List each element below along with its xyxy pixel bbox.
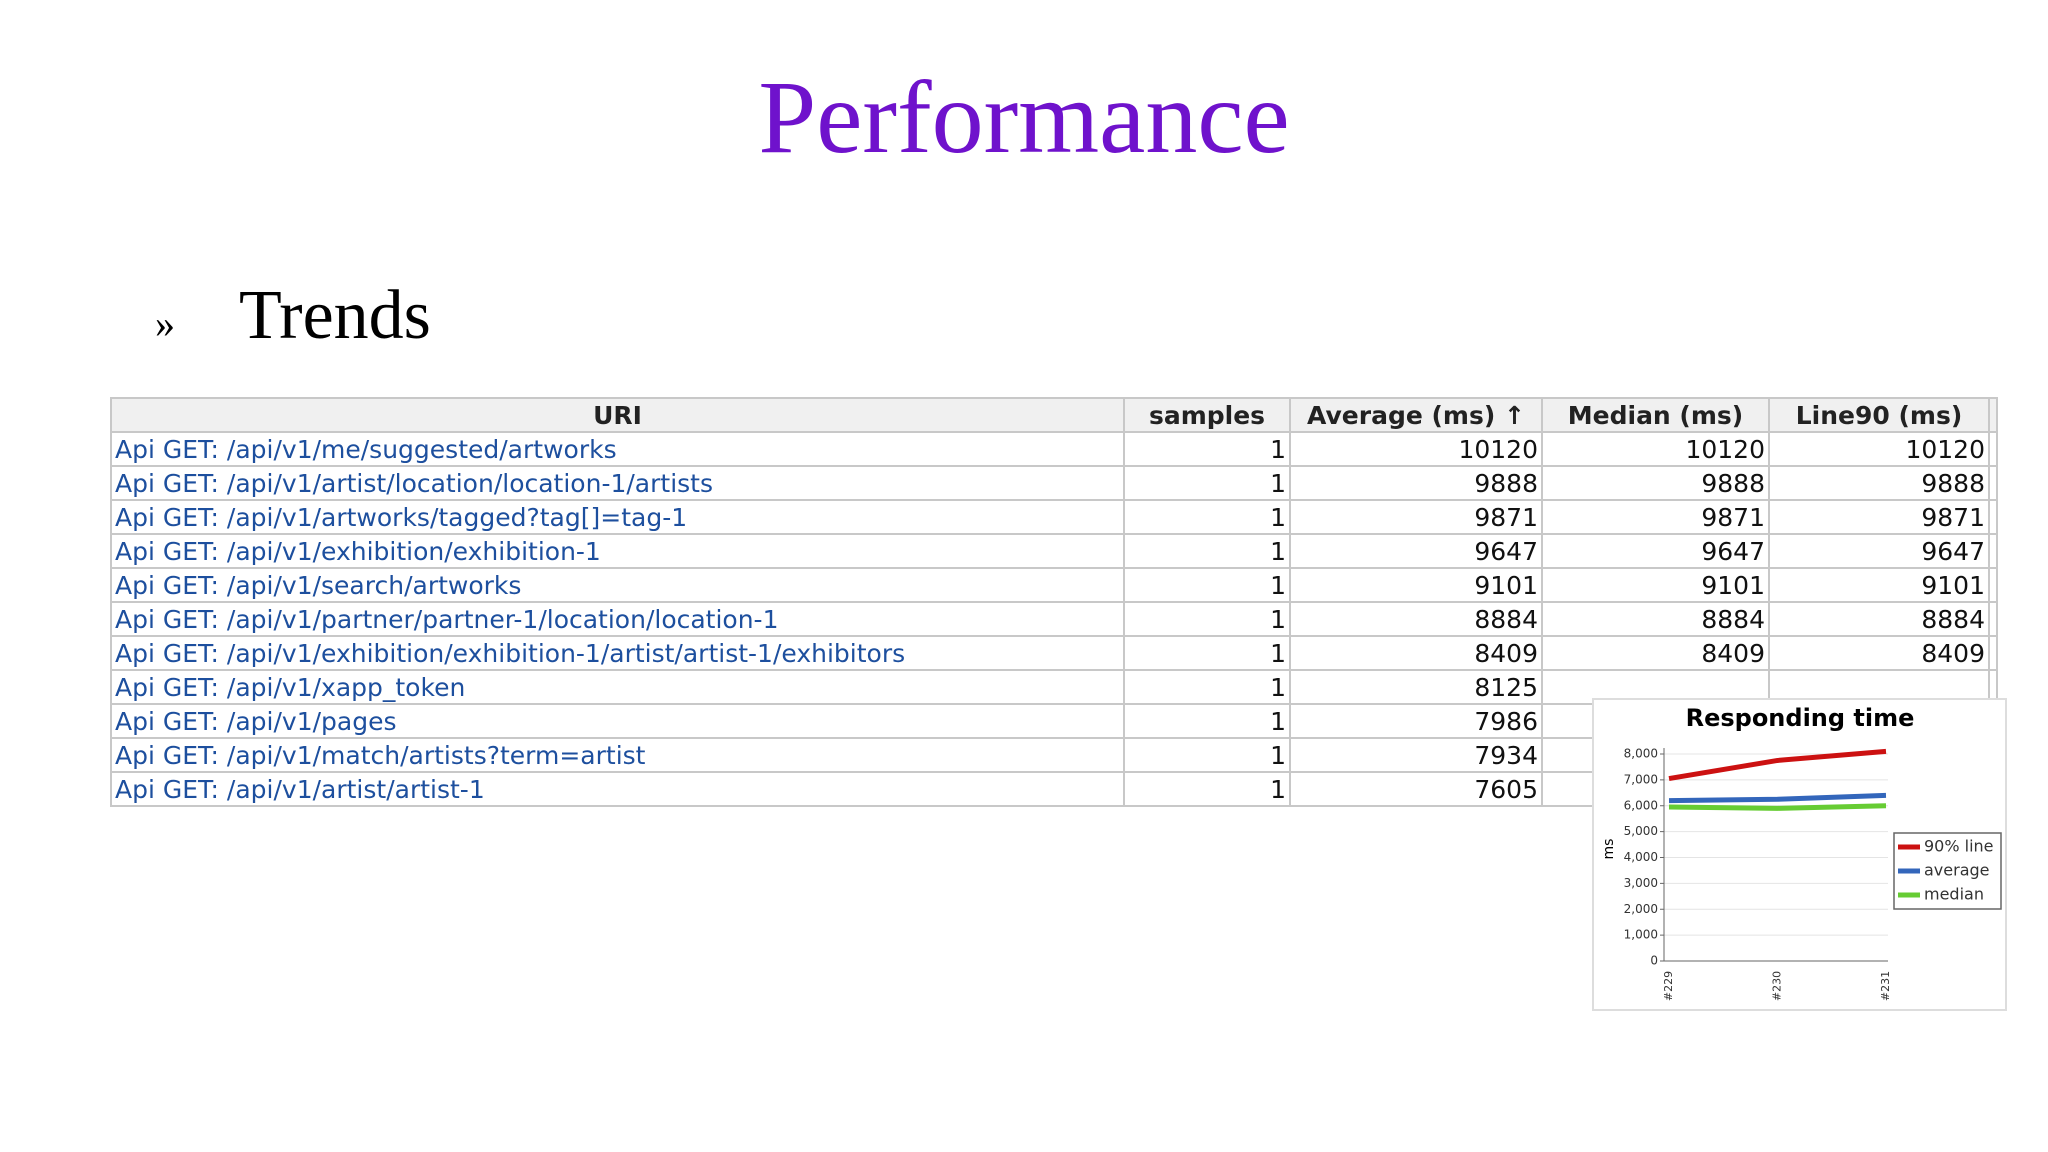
table-row: Api GET: /api/v1/artworks/tagged?tag[]=t… (110, 499, 1998, 535)
table-row: Api GET: /api/v1/artist/location/locatio… (110, 465, 1998, 501)
cell: 1 (1123, 635, 1291, 671)
y-tick-label: 8,000 (1624, 747, 1658, 761)
column-header: Median (ms) (1541, 397, 1770, 433)
uri-link: Api GET: /api/v1/me/suggested/artworks (110, 431, 1125, 467)
cell: 1 (1123, 601, 1291, 637)
uri-link: Api GET: /api/v1/partner/partner-1/locat… (110, 601, 1125, 637)
bullet: » (155, 301, 175, 346)
cell: 9647 (1768, 533, 1990, 569)
table-row: Api GET: /api/v1/partner/partner-1/locat… (110, 601, 1998, 637)
cell: 8409 (1768, 635, 1990, 671)
uri-link: Api GET: /api/v1/exhibition/exhibition-1 (110, 533, 1125, 569)
slide-title: Performance (758, 60, 1290, 175)
table-row: Api GET: /api/v1/me/suggested/artworks 1 1… (110, 431, 1998, 467)
cell: 1 (1123, 499, 1291, 535)
cell: 7986 (1289, 703, 1543, 739)
cell: 10120 (1289, 431, 1543, 467)
y-tick-label: 2,000 (1624, 902, 1658, 916)
column-header: Line90 (ms) (1768, 397, 1990, 433)
uri-link: Api GET: /api/v1/search/artworks (110, 567, 1125, 603)
table-viewport: URI samples Average (ms) ↑ Median (ms) Line9… (110, 397, 1998, 819)
uri-link: Api GET: /api/v1/match/artists?term=arti… (110, 737, 1125, 773)
cell: 1 (1123, 771, 1291, 807)
cell: 1 (1123, 669, 1291, 705)
y-tick-label: 0 (1650, 954, 1658, 968)
spacer (1988, 499, 1998, 535)
x-tick-label: #231 (1879, 971, 1892, 1001)
cell: 9101 (1768, 567, 1990, 603)
cell: 9647 (1541, 533, 1770, 569)
cell: 10120 (1541, 431, 1770, 467)
cell: 9101 (1289, 567, 1543, 603)
spacer (1988, 635, 1998, 671)
cell: 1 (1123, 465, 1291, 501)
x-tick-label: #229 (1662, 971, 1675, 1001)
table: URI samples Average (ms) ↑ Median (ms) Line9… (110, 397, 1998, 807)
legend-label: median (1924, 885, 1984, 904)
cell: 9101 (1541, 567, 1770, 603)
cell: 9871 (1541, 499, 1770, 535)
header-row: URI samples Average (ms) ↑ Median (ms) Line9… (110, 397, 1998, 433)
legend-label: average (1924, 861, 1990, 880)
spacer (1988, 465, 1998, 501)
x-tick-label: #230 (1771, 971, 1784, 1001)
uri-link: Api GET: /api/v1/artist/artist-1 (110, 771, 1125, 807)
series-line (1668, 748, 1887, 782)
table-row: Api GET: /api/v1/xapp_token 1 8125 (110, 669, 1998, 705)
legend-label: 90% line (1924, 837, 1994, 856)
table-row: Api GET: /api/v1/pages 1 7986 (110, 703, 1998, 739)
cell: 7605 (1289, 771, 1543, 807)
spacer (1988, 431, 1998, 467)
cell: 1 (1123, 737, 1291, 773)
series-line (1668, 803, 1887, 811)
cell: 9888 (1289, 465, 1543, 501)
cell: 10120 (1768, 431, 1990, 467)
uri-link: Api GET: /api/v1/artworks/tagged?tag[]=t… (110, 499, 1125, 535)
uri-link: Api GET: /api/v1/pages (110, 703, 1125, 739)
y-tick-label: 3,000 (1624, 876, 1658, 890)
cell: 9871 (1768, 499, 1990, 535)
cell: 8884 (1768, 601, 1990, 637)
y-tick-label: 4,000 (1624, 850, 1658, 864)
header-spacer (1988, 397, 1998, 433)
heading: Trends (239, 277, 431, 354)
y-tick-label: 1,000 (1624, 928, 1658, 942)
cell: 8409 (1541, 635, 1770, 671)
table-body: Api GET: /api/v1/me/suggested/artworks 1 1… (110, 431, 1998, 807)
table-row: Api GET: /api/v1/exhibition/exhibition-1… (110, 635, 1998, 671)
spacer (1988, 533, 1998, 569)
y-tick-label: 6,000 (1624, 798, 1658, 812)
table-row: Api GET: /api/v1/search/artworks 1 9101 910… (110, 567, 1998, 603)
series-line (1668, 792, 1887, 804)
y-tick-label: 7,000 (1624, 772, 1658, 786)
spacer (1988, 567, 1998, 603)
y-axis-label: ms (1601, 839, 1617, 860)
column-header: samples (1123, 397, 1291, 433)
uri-link: Api GET: /api/v1/xapp_token (110, 669, 1125, 705)
uri-link: Api GET: /api/v1/artist/location/locatio… (110, 465, 1125, 501)
cell: 1 (1123, 567, 1291, 603)
cell: 1 (1123, 703, 1291, 739)
table-row: Api GET: /api/v1/exhibition/exhibition-1… (110, 533, 1998, 569)
cell: 8884 (1541, 601, 1770, 637)
cell: 9647 (1289, 533, 1543, 569)
cell: 8884 (1289, 601, 1543, 637)
cell: 1 (1123, 533, 1291, 569)
cell: 8409 (1289, 635, 1543, 671)
column-header: Average (ms) ↑ (1289, 397, 1543, 433)
cell: 7934 (1289, 737, 1543, 773)
column-header: URI (110, 397, 1125, 433)
uri-link: Api GET: /api/v1/exhibition/exhibition-1… (110, 635, 1125, 671)
table-row: Api GET: /api/v1/match/artists?term=arti… (110, 737, 1998, 773)
cell: 8125 (1289, 669, 1543, 705)
spacer (1988, 601, 1998, 637)
cell: 9888 (1541, 465, 1770, 501)
cell: 9871 (1289, 499, 1543, 535)
cell: 1 (1123, 431, 1291, 467)
y-tick-label: 5,000 (1624, 824, 1658, 838)
cell: 9888 (1768, 465, 1990, 501)
chart-title: Responding time (1686, 704, 1915, 732)
